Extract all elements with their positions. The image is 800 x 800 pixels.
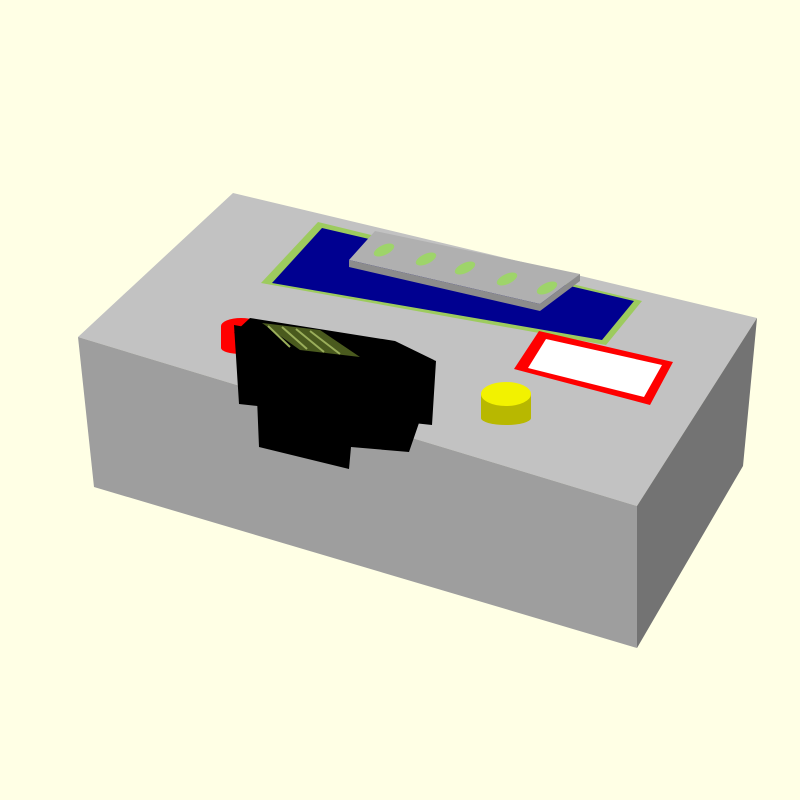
pin-header bbox=[349, 231, 580, 311]
header-pins bbox=[373, 243, 558, 295]
label-window bbox=[514, 331, 673, 405]
enclosure-box bbox=[78, 193, 757, 648]
pin bbox=[536, 281, 558, 295]
pin-header-front bbox=[349, 260, 540, 311]
pin bbox=[373, 243, 395, 257]
yellow-push-button[interactable] bbox=[481, 382, 531, 425]
connector-highlight bbox=[262, 323, 360, 357]
enclosure-front-face bbox=[78, 337, 637, 648]
pin bbox=[454, 261, 476, 275]
enclosure-side-face bbox=[637, 318, 757, 648]
glint-line bbox=[295, 328, 325, 353]
pin-header-side bbox=[540, 274, 580, 311]
glint-line bbox=[281, 326, 308, 350]
yellow-button-cap bbox=[481, 382, 531, 406]
pin bbox=[496, 272, 518, 286]
yellow-button-bottom bbox=[481, 411, 531, 425]
black-connector bbox=[234, 318, 436, 469]
connector-lower-block bbox=[257, 398, 420, 469]
pin bbox=[415, 252, 437, 266]
label-area bbox=[528, 339, 662, 397]
glint-line bbox=[309, 330, 341, 355]
glint-line bbox=[267, 325, 291, 348]
enclosure-top-face bbox=[78, 193, 757, 506]
connector-upper-block bbox=[234, 325, 436, 425]
